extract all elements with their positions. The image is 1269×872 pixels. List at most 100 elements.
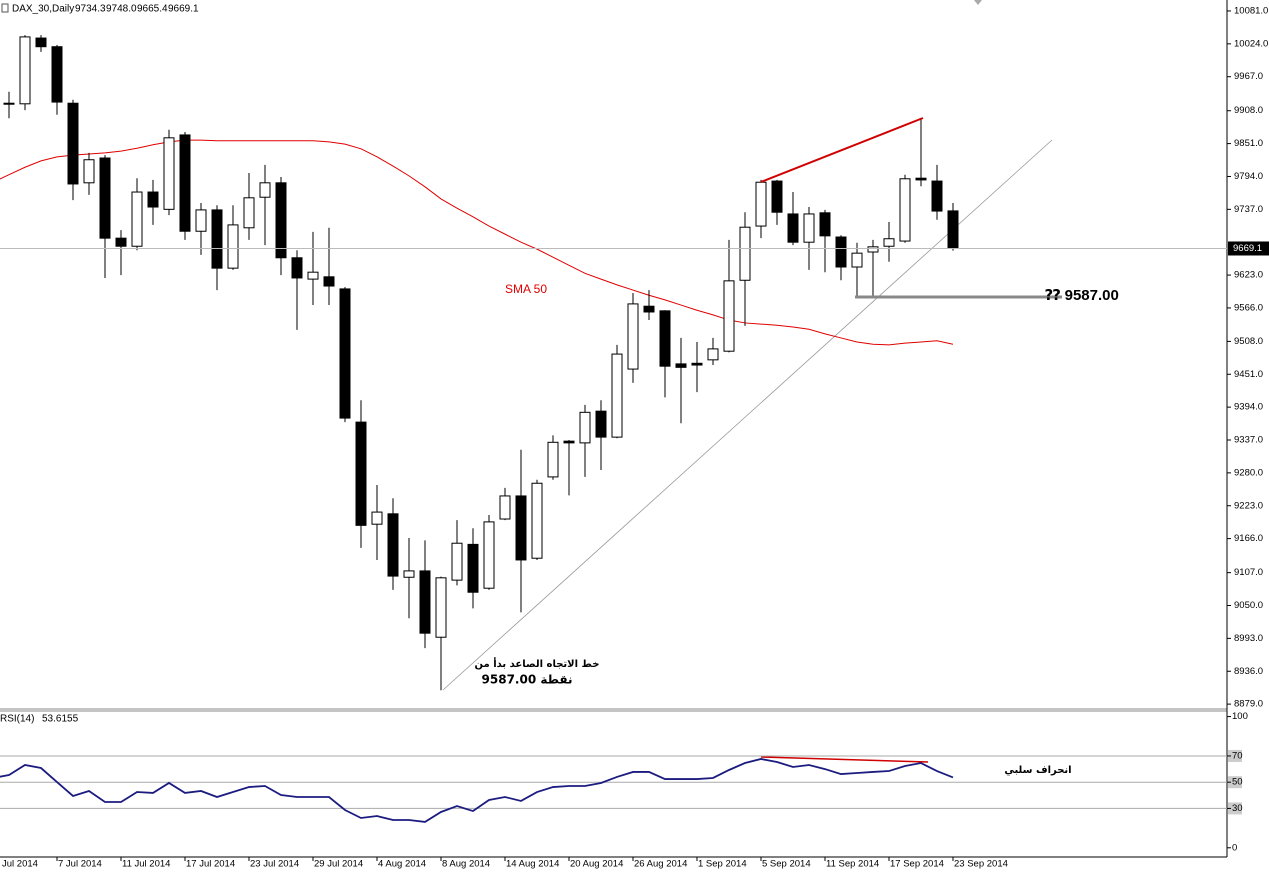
- candle-body: [435, 577, 447, 638]
- header-value: 9748.0: [106, 4, 137, 15]
- rsi-title: RSI(14): [0, 714, 34, 725]
- y-tick-label: 9394.0: [1234, 402, 1263, 413]
- x-tick-label: 5 Sep 2014: [762, 859, 811, 870]
- header-value: 9734.3: [75, 4, 106, 15]
- y-tick-label: 9566.0: [1234, 302, 1263, 313]
- x-tick-label: 17 Jul 2014: [186, 859, 235, 870]
- x-tick-label: 4 Aug 2014: [378, 859, 426, 870]
- candle-body: [643, 305, 655, 313]
- candle-body: [371, 511, 383, 525]
- icon: [1, 3, 9, 13]
- x-tick-label: 11 Jul 2014: [122, 859, 170, 870]
- level-label-box: [1228, 749, 1242, 762]
- candle-body: [387, 513, 399, 577]
- x-tick-label: 7 Jul 2014: [58, 859, 102, 870]
- y-tick-label: 9851.0: [1234, 138, 1263, 149]
- candle-body: [931, 180, 943, 212]
- level-label-box: [1228, 802, 1242, 815]
- candle-body: [259, 182, 271, 198]
- candle-body: [355, 421, 367, 526]
- candle-body: [851, 252, 863, 268]
- y-tick-label: 8879.0: [1234, 699, 1263, 710]
- y-tick-label: 9967.0: [1234, 71, 1263, 82]
- rsi-value: 53.6155: [42, 714, 79, 725]
- candle-body: [195, 209, 207, 232]
- y-tick-label: 10024.0: [1234, 38, 1268, 49]
- y-tick-label: 9451.0: [1234, 369, 1263, 380]
- sma-label: SMA 50: [505, 282, 547, 296]
- candle-body: [83, 159, 95, 184]
- candle-body: [147, 191, 159, 208]
- y-tick-label: 9050.0: [1234, 600, 1263, 611]
- y-tick-label: 30: [1232, 803, 1243, 814]
- x-tick-label: 14 Aug 2014: [506, 859, 559, 870]
- candle-body: [131, 191, 143, 247]
- candle-body: [739, 226, 751, 281]
- y-tick-label: 70: [1232, 750, 1243, 761]
- y-tick-label: 9107.0: [1234, 567, 1263, 578]
- marker: [974, 0, 982, 5]
- rsi-divergence-line: [760, 756, 929, 763]
- candle-body: [883, 238, 895, 247]
- x-tick-label: 11 Sep 2014: [826, 859, 879, 870]
- candle-body: [707, 348, 719, 361]
- x-tick-label: 1 Sep 2014: [698, 859, 747, 870]
- candle-body: [163, 137, 175, 210]
- candle-body: [19, 36, 31, 105]
- candle-body: [115, 237, 127, 247]
- candle-body: [275, 182, 287, 259]
- x-tick-label: 20 Aug 2014: [570, 859, 623, 870]
- candle-body: [867, 246, 879, 253]
- y-tick-label: 0: [1232, 842, 1237, 853]
- annotation: خط الاتجاه الصاعد بدأ من: [475, 657, 600, 670]
- candle-body: [67, 102, 79, 185]
- candle-body: [227, 224, 239, 269]
- price-label-box: [1228, 241, 1269, 256]
- candle-body: [3, 102, 15, 105]
- y-tick-label: 9337.0: [1234, 435, 1263, 446]
- candle-body: [291, 257, 303, 279]
- candle-body: [547, 441, 559, 478]
- chart-title: DAX_30,Daily: [12, 4, 74, 15]
- candle-body: [611, 353, 623, 438]
- candle-body: [51, 46, 63, 103]
- annotation: ⁇ 9587.00: [1045, 287, 1119, 304]
- x-tick-label: 29 Jul 2014: [314, 859, 363, 870]
- y-tick-label: 9623.0: [1234, 270, 1263, 281]
- candle-body: [467, 543, 479, 593]
- candle-body: [691, 362, 703, 366]
- x-tick-label: 17 Sep 2014: [890, 859, 944, 870]
- x-tick-label: 8 Aug 2014: [442, 859, 490, 870]
- y-tick-label: 8936.0: [1234, 666, 1263, 677]
- candle-body: [499, 495, 511, 520]
- y-tick-label: 9908.0: [1234, 105, 1263, 116]
- x-tick-label: 26 Aug 2014: [634, 859, 687, 870]
- y-tick-label: 9280.0: [1234, 467, 1263, 478]
- y-tick-label: 9737.0: [1234, 204, 1263, 215]
- header-value: 9665.4: [137, 4, 168, 15]
- candle-body: [819, 212, 831, 237]
- candle-body: [323, 276, 335, 287]
- x-tick-label: 23 Jul 2014: [250, 859, 299, 870]
- candle-body: [915, 177, 927, 181]
- candle-body: [899, 178, 911, 242]
- candle-body: [563, 440, 575, 444]
- candle-body: [483, 521, 495, 589]
- candle-body: [35, 37, 47, 48]
- candle-body: [515, 495, 527, 561]
- rsi-line: [0, 758, 954, 823]
- candle-body: [403, 570, 415, 578]
- candle-body: [307, 271, 319, 280]
- candle-body: [179, 134, 191, 232]
- header-value: 9669.1: [168, 4, 199, 15]
- y-tick-label: 9223.0: [1234, 500, 1263, 511]
- divergence-line: [760, 117, 924, 183]
- y-tick-label: 50: [1232, 777, 1243, 788]
- candle-body: [627, 303, 639, 370]
- x-tick-label: Jul 2014: [2, 859, 38, 870]
- annotation: انحراف سلبي: [1004, 765, 1071, 776]
- candle-body: [803, 213, 815, 243]
- y-tick-label: 9794.0: [1234, 171, 1263, 182]
- level-label-box: [1228, 776, 1242, 789]
